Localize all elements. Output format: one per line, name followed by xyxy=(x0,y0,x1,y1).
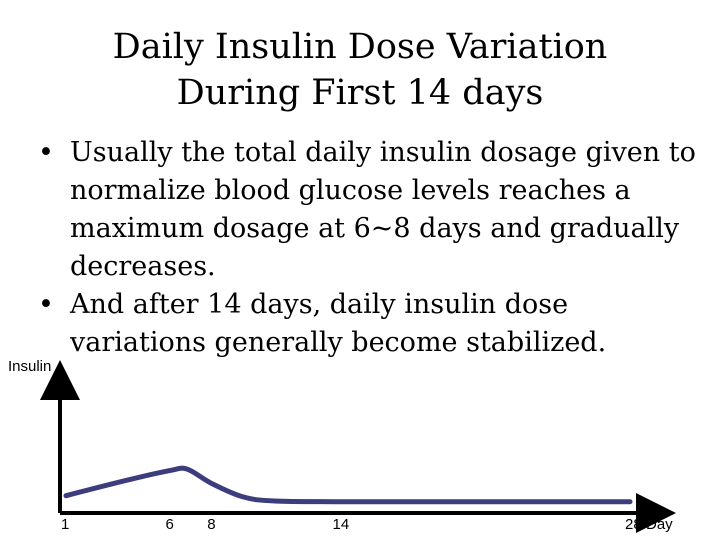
bullet-marker: • xyxy=(38,289,54,320)
x-tick-label: 14 xyxy=(332,516,350,533)
series-line-insulin-dose xyxy=(63,465,633,505)
x-tick-label: 8 xyxy=(207,516,216,533)
bullet-item: • Usually the total daily insulin dosage… xyxy=(30,134,710,286)
x-tick-label: 6 xyxy=(165,516,174,533)
slide-title: Daily Insulin Dose Variation During Firs… xyxy=(0,24,720,116)
x-tick-label: 1 xyxy=(61,516,70,533)
bullet-item: • And after 14 days, daily insulin dose … xyxy=(30,286,710,362)
bullet-text: And after 14 days, daily insulin dose va… xyxy=(70,289,607,358)
x-axis-label: Day xyxy=(646,516,673,533)
title-line-1: Daily Insulin Dose Variation xyxy=(112,27,608,67)
bullet-list: • Usually the total daily insulin dosage… xyxy=(30,134,710,362)
y-axis-label: Insulin xyxy=(8,358,52,375)
bullet-marker: • xyxy=(38,137,54,168)
bullet-text: Usually the total daily insulin dosage g… xyxy=(70,137,696,282)
x-tick-label: 28 xyxy=(625,516,642,533)
title-line-2: During First 14 days xyxy=(176,73,544,113)
